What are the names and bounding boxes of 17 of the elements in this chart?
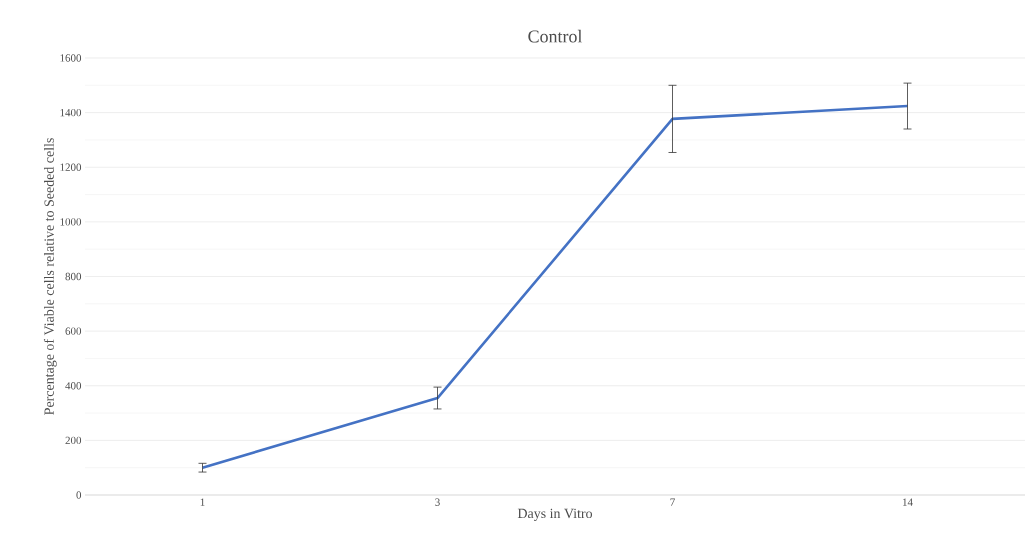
x-tick-label: 1 — [200, 498, 205, 506]
y-tick-label: 800 — [65, 272, 82, 281]
y-tick-label: 1200 — [60, 163, 82, 171]
y-axis-title: Percentage of Viable cells relative to Seeded cells — [43, 138, 57, 415]
x-tick-label: 3 — [435, 498, 440, 506]
y-tick-label: 1000 — [60, 218, 82, 226]
y-tick-label: 600 — [65, 327, 82, 335]
y-tick-label: 400 — [65, 382, 82, 390]
x-tick-label: 14 — [903, 498, 913, 506]
y-tick-label: 200 — [65, 436, 82, 445]
y-tick-label: 1400 — [60, 108, 82, 117]
line-series — [201, 104, 909, 469]
x-tick-label: 7 — [670, 498, 675, 506]
chart-title: Control — [528, 29, 583, 43]
x-axis-title: Days in Vitro — [517, 508, 593, 521]
y-tick-label: 0 — [76, 491, 82, 499]
y-tick-label: 1600 — [60, 54, 82, 62]
